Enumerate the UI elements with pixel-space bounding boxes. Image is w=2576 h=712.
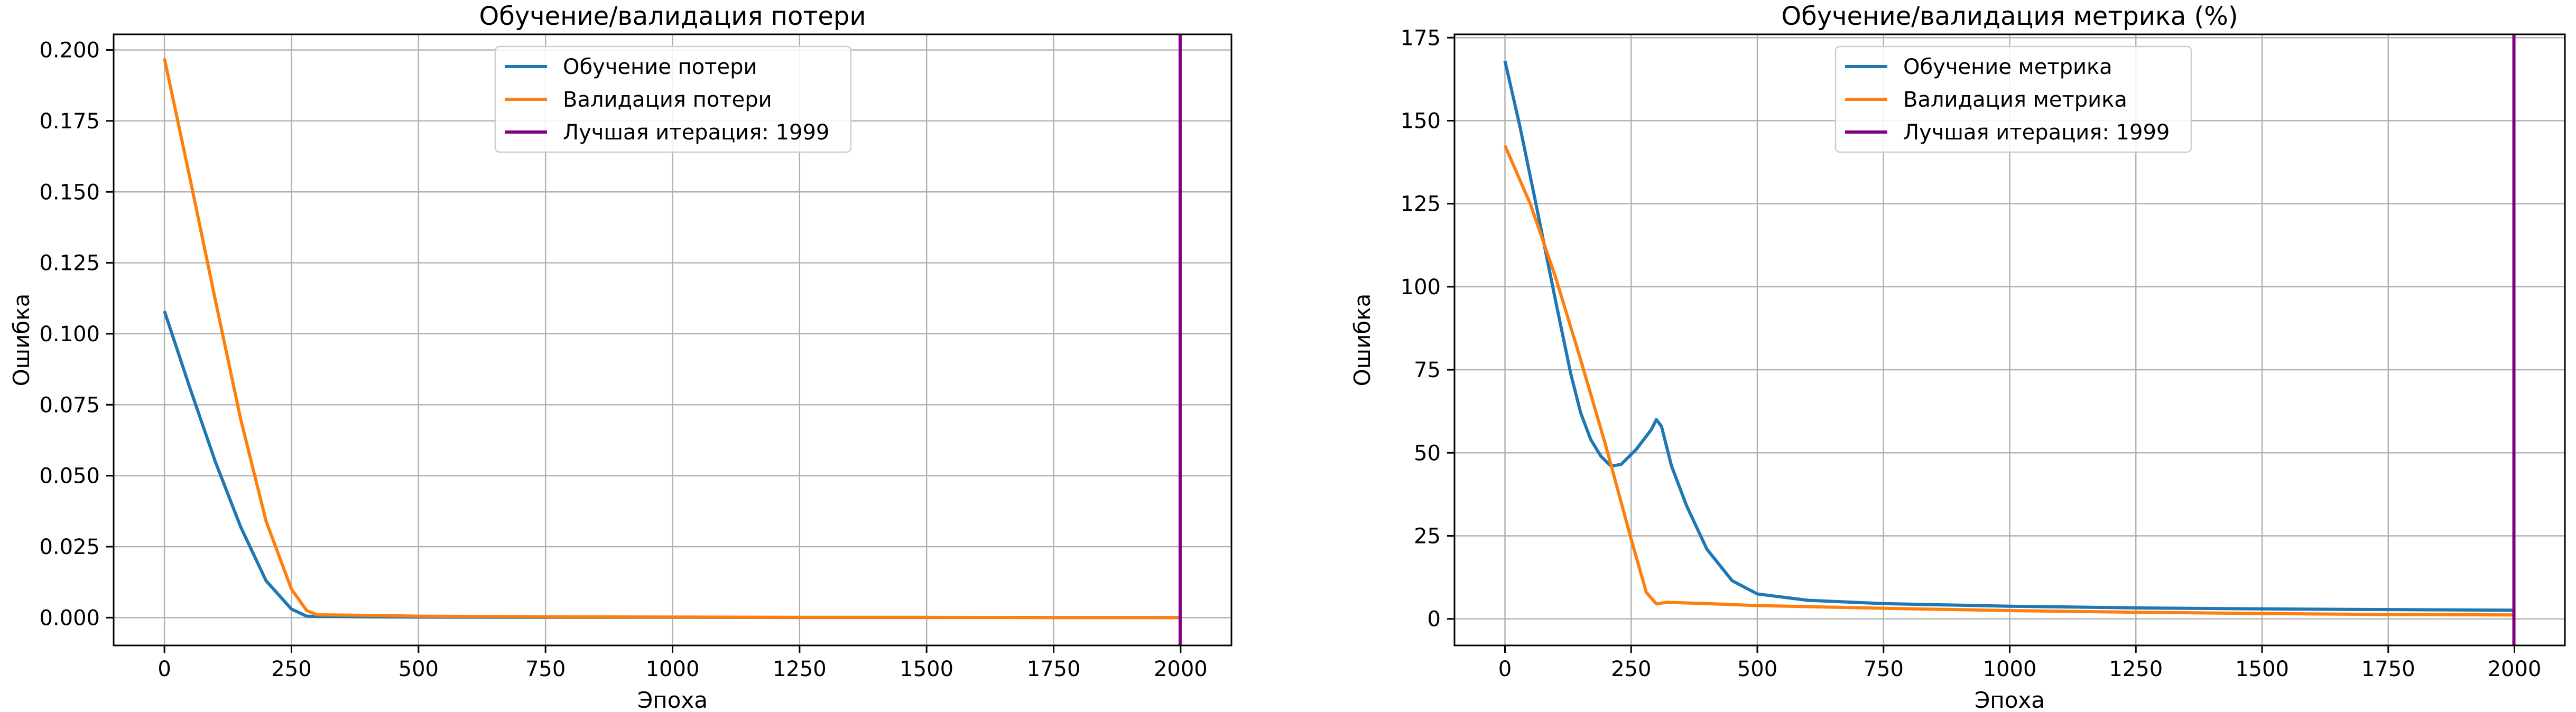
y-tick-label-5: 0.125 [39, 251, 100, 276]
x-tick-label-5: 1250 [2109, 657, 2163, 681]
x-tick-label-5: 1250 [773, 657, 827, 681]
y-tick-label-3: 75 [1414, 358, 1441, 382]
y-tick-label-7: 0.175 [39, 109, 100, 134]
x-tick-label-3: 750 [525, 657, 566, 681]
chart-title: Обучение/валидация метрика (%) [1781, 2, 2238, 31]
x-tick-label-8: 2000 [2488, 657, 2542, 681]
x-tick-label-1: 250 [1611, 657, 1651, 681]
x-tick-label-7: 1750 [2361, 657, 2415, 681]
legend-box [494, 45, 852, 153]
y-tick-label-4: 0.100 [39, 322, 100, 346]
y-axis-label: Ошибка [8, 294, 34, 387]
metric-chart: 0 250 500 750 1000 1250 1500 1750 2000 0 25 50 75 100… [1349, 2, 2566, 712]
x-axis-label: Эпоха [637, 687, 708, 712]
y-tick-label-4: 100 [1401, 275, 1441, 299]
x-tick-label-6: 1500 [900, 657, 953, 681]
x-tick-label-3: 750 [1864, 657, 1904, 681]
y-tick-label-7: 175 [1401, 26, 1441, 50]
y-tick-label-3: 0.075 [39, 393, 100, 417]
y-tick-label-0: 0.000 [39, 606, 100, 630]
y-tick-label-1: 0.025 [39, 535, 100, 559]
series-line-0 [1503, 60, 2514, 612]
legend-box [1834, 45, 2192, 153]
x-tick-label-0: 0 [1498, 657, 1512, 681]
legend: Обучение потери Валидация потери Лучшая ит… [494, 45, 852, 153]
y-axis-label: Ошибка [1349, 294, 1375, 387]
y-tick-label-2: 0.050 [39, 464, 100, 489]
legend-entry-0: Обучение метрика [1903, 55, 2112, 79]
x-tick-label-7: 1750 [1027, 657, 1081, 681]
x-tick-label-6: 1500 [2235, 657, 2289, 681]
loss-chart: 0 250 500 750 1000 1250 1500 1750 2000 0.000 0.025… [8, 2, 1233, 712]
chart-title: Обучение/валидация потери [479, 2, 866, 31]
legend-entry-1: Валидация потери [563, 88, 772, 112]
y-tick-label-0: 0 [1428, 607, 1441, 632]
series-line-1 [163, 58, 1180, 620]
y-tick-label-8: 0.200 [39, 39, 100, 63]
y-tick-label-2: 50 [1414, 441, 1441, 465]
x-tick-label-4: 1000 [1983, 657, 2037, 681]
y-tick-label-1: 25 [1414, 524, 1441, 548]
x-tick-label-2: 500 [399, 657, 439, 681]
legend: Обучение метрика Валидация метрика Лучшая … [1834, 45, 2192, 153]
y-tick-label-6: 0.150 [39, 180, 100, 204]
x-tick-label-4: 1000 [646, 657, 700, 681]
y-tick-label-5: 125 [1401, 192, 1441, 217]
legend-entry-2: Лучшая итерация: 1999 [1903, 120, 2170, 145]
x-tick-label-2: 500 [1737, 657, 1777, 681]
y-tick-label-6: 150 [1401, 109, 1441, 133]
legend-entry-0: Обучение потери [563, 55, 757, 79]
legend-entry-1: Валидация метрика [1903, 88, 2127, 112]
legend-entry-2: Лучшая итерация: 1999 [563, 120, 829, 145]
x-tick-label-0: 0 [157, 657, 171, 681]
x-axis-label: Эпоха [1975, 687, 2045, 712]
x-tick-label-1: 250 [271, 657, 311, 681]
x-tick-label-8: 2000 [1154, 657, 1208, 681]
series-line-1 [1503, 145, 2514, 617]
